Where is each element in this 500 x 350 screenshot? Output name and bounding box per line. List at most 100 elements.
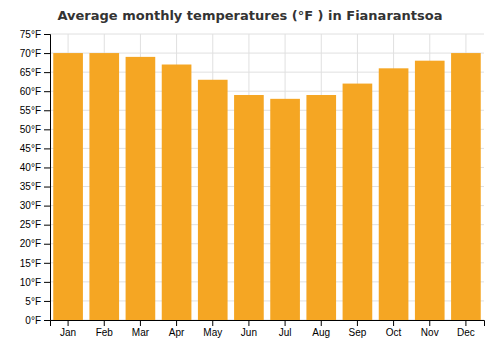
x-tick-label: Oct [386,327,402,338]
y-tick-mark [44,187,50,188]
x-tick-mark [68,320,69,326]
bar [198,80,228,320]
y-tick: 35°F [20,181,50,192]
chart-svg: Average monthly temperatures (°F ) in Fi… [0,0,500,350]
x-tick-label: Apr [169,327,185,338]
y-tick: 40°F [20,162,50,173]
y-tick-mark [44,110,50,111]
x-tick-mark [357,320,358,326]
y-tick-label: 40°F [20,162,41,173]
y-tick-label: 30°F [20,200,41,211]
x-tick-label: Aug [312,327,330,338]
x-tick-label: Jul [279,327,292,338]
y-tick-mark [44,282,50,283]
bar [126,57,156,320]
y-tick-mark [44,320,50,321]
y-tick: 15°F [20,258,50,269]
x-tick-label: Mar [132,327,150,338]
x-tick-label: May [203,327,222,338]
x-tick-label: Nov [421,327,439,338]
x-tick-mark [321,320,322,326]
y-tick: 70°F [20,48,50,59]
x-tick: Jul [279,320,292,338]
y-tick-label: 65°F [20,67,41,78]
y-tick-label: 25°F [20,219,41,230]
x-tick-label: Feb [96,327,114,338]
x-tick-mark [285,320,286,326]
y-tick-mark [44,53,50,54]
x-tick: Mar [132,320,150,338]
y-tick: 30°F [20,200,50,211]
y-tick-label: 55°F [20,105,41,116]
y-tick: 25°F [20,219,50,230]
y-tick: 65°F [20,67,50,78]
x-tick-mark [212,320,213,326]
x-tick-mark [248,320,249,326]
bars [53,53,480,320]
y-tick-label: 50°F [20,124,41,135]
grid-line-y [50,34,484,35]
y-tick-label: 45°F [20,143,41,154]
y-tick: 75°F [20,29,50,40]
x-tick-label: Jan [60,327,76,338]
y-axis-line [44,35,51,321]
x-tick: Feb [96,320,114,338]
bar [343,84,373,320]
y-tick: 45°F [20,143,50,154]
x-tick: Jan [60,320,76,338]
title: Average monthly temperatures (°F ) in Fi… [57,8,442,23]
chart-container: Average monthly temperatures (°F ) in Fi… [0,0,500,350]
y-tick-mark [44,91,50,92]
x-tick: Sep [349,320,367,338]
bar [234,95,264,320]
x-tick-mark [176,320,177,326]
y-tick: 55°F [20,105,50,116]
x-tick-mark [465,320,466,326]
y-tick-label: 10°F [20,277,41,288]
x-axis: Jan Feb Mar Apr May Jun Jul Aug Sep Oct Nov Dec [51,320,485,338]
y-tick-mark [44,148,50,149]
bar [89,53,119,320]
grid [50,34,484,320]
y-tick-mark [44,34,50,35]
x-tick-mark [104,320,105,326]
y-tick-label: 70°F [20,48,41,59]
y-tick: 10°F [20,277,50,288]
y-tick-mark [44,263,50,264]
y-axis: 0°F 5°F 10°F 15°F 20°F 25°F 30°F 35°F 40°F 45°F 50… [20,29,51,326]
bar [53,53,83,320]
x-tick: Nov [421,320,439,338]
x-tick: Dec [457,320,475,338]
x-tick: Jun [241,320,257,338]
x-axis-line [51,321,485,327]
y-tick-label: 5°F [25,296,41,307]
y-tick-label: 75°F [20,29,41,40]
x-tick: Oct [386,320,402,338]
y-tick-label: 15°F [20,258,41,269]
bar [306,95,336,320]
x-tick-mark [393,320,394,326]
y-tick-mark [44,225,50,226]
y-tick: 60°F [20,86,50,97]
y-tick: 0°F [25,315,50,326]
y-tick-label: 60°F [20,86,41,97]
y-tick: 20°F [20,238,50,249]
bar [270,99,300,320]
y-tick-label: 20°F [20,238,41,249]
x-tick-label: Dec [457,327,475,338]
y-tick-mark [44,129,50,130]
x-tick: May [203,320,222,338]
y-tick-mark [44,206,50,207]
x-tick: Aug [312,320,330,338]
y-tick: 5°F [25,296,50,307]
y-tick-mark [44,167,50,168]
y-tick: 50°F [20,124,50,135]
y-tick-mark [44,301,50,302]
y-tick-mark [44,72,50,73]
bar [379,68,409,320]
x-tick: Apr [169,320,185,338]
plot-area: 0°F 5°F 10°F 15°F 20°F 25°F 30°F 35°F 40°F 45°F 50… [20,29,485,338]
y-tick-mark [44,244,50,245]
y-tick-label: 35°F [20,181,41,192]
y-tick-label: 0°F [25,315,41,326]
